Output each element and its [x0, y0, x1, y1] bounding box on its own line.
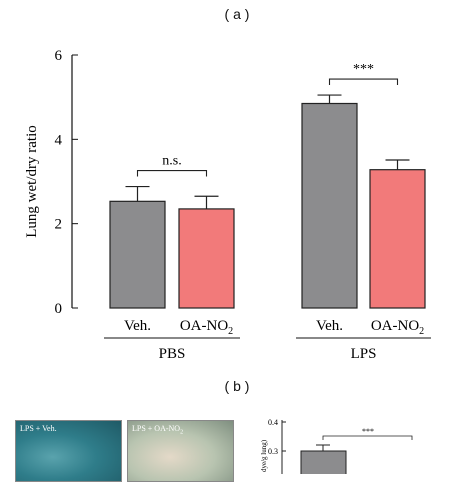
y-tick-label: 4 — [55, 132, 63, 148]
mini-significance-bracket — [322, 435, 413, 440]
bar — [369, 169, 426, 309]
y-tick-label: 6 — [55, 48, 63, 64]
wet-dry-ratio-chart: 0 2 4 6 Lung wet/dry ratio n.s. *** Veh. OA-NO2 V… — [24, 48, 431, 362]
mini-y-tick-label: 0.4 — [268, 418, 278, 427]
lung-photo-oa-no2: LPS + OA-NO2 — [127, 420, 234, 482]
group-label: PBS — [159, 346, 186, 362]
mini-significance-label: *** — [362, 427, 374, 436]
significance-label: *** — [353, 62, 374, 77]
significance-bracket — [328, 78, 399, 86]
x-category-label: Veh. — [316, 318, 343, 334]
lung-photo-oa-no2-image — [128, 421, 233, 481]
mini-y-tick-label: 0.3 — [268, 447, 278, 456]
bar — [109, 200, 166, 309]
x-category-label: OA-NO2 — [371, 318, 424, 337]
lung-photo-veh: LPS + Veh. — [15, 420, 122, 482]
y-axis-label: Lung wet/dry ratio — [24, 125, 40, 237]
bar — [301, 102, 358, 309]
panel-b-label: ( b ) — [224, 378, 250, 394]
mini-bar — [300, 450, 347, 474]
photo-caption-veh: LPS + Veh. — [20, 424, 57, 433]
y-tick-label: 2 — [55, 217, 63, 233]
group-label: LPS — [351, 346, 377, 362]
mini-y-axis-label: dye/g lung) — [260, 439, 268, 472]
lung-photo-veh-image — [16, 421, 121, 481]
x-category-label: Veh. — [124, 318, 151, 334]
photo-caption-oa-no2: LPS + OA-NO2 — [132, 424, 184, 436]
y-tick-label: 0 — [55, 301, 63, 317]
panel-a-label: ( a ) — [224, 6, 250, 22]
significance-label: n.s. — [162, 154, 181, 169]
significance-bracket — [136, 170, 208, 177]
bar — [178, 208, 235, 309]
x-category-label: OA-NO2 — [180, 318, 233, 337]
